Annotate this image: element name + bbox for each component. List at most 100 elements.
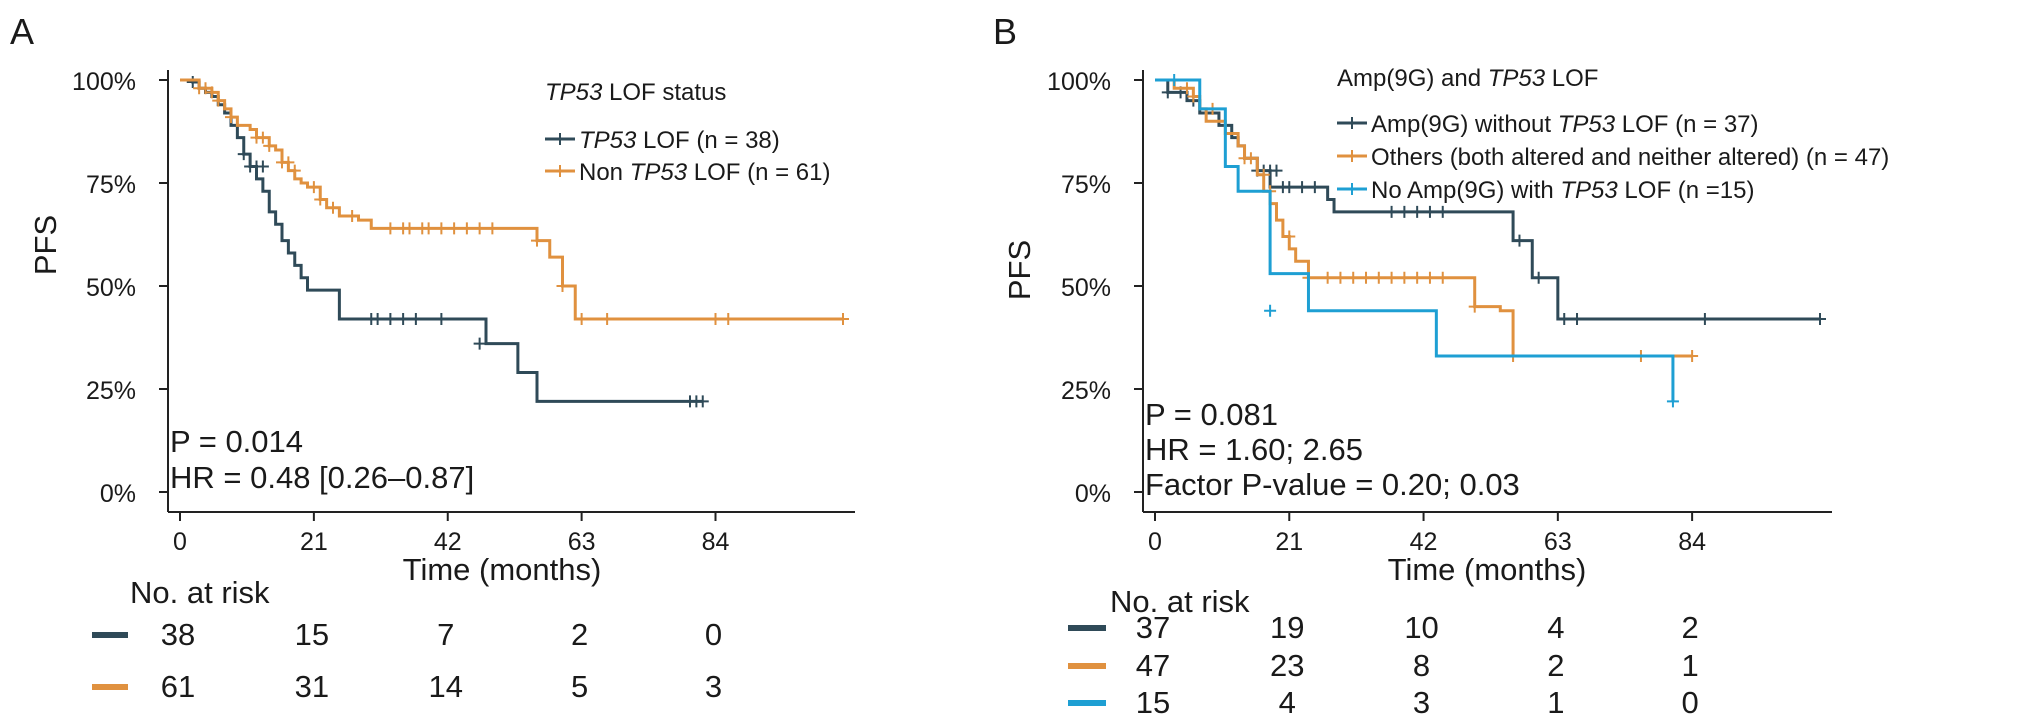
censor-mark xyxy=(409,312,422,325)
risk-table-title: No. at risk xyxy=(130,575,270,610)
censor-mark xyxy=(256,131,269,144)
panel-b: B PFS Time (months) 0%25%50%75%100%0 21 42… xyxy=(993,11,1889,720)
hr-annotation: HR = 0.48 [0.26–0.87] xyxy=(170,460,474,495)
y-tick-label: 100% xyxy=(1047,68,1111,96)
censor-mark xyxy=(1398,205,1411,218)
risk-count: 3 xyxy=(1413,685,1430,720)
risk-count: 15 xyxy=(1136,685,1170,720)
censor-mark xyxy=(1558,312,1571,325)
censor-mark xyxy=(722,312,735,325)
censor-mark xyxy=(696,395,709,408)
risk-count: 4 xyxy=(1279,685,1296,720)
axes: 0% 25% 50% 75% 100% 0 21 42 63 84 xyxy=(72,68,855,556)
censor-mark xyxy=(435,312,448,325)
x-tick-label: 42 xyxy=(1410,528,1438,556)
y-tick-label: 75% xyxy=(86,171,136,199)
y-tick-label: 75% xyxy=(1061,171,1111,199)
risk-count: 31 xyxy=(295,669,329,704)
censor-mark xyxy=(460,222,473,235)
x-axis-label: Time (months) xyxy=(1388,552,1587,587)
censor-mark xyxy=(212,94,225,107)
axes: 0% 25% 50% 75% 100% 0 21 42 63 84 xyxy=(1047,68,1832,556)
risk-count: 61 xyxy=(161,669,195,704)
censor-mark xyxy=(1168,74,1181,86)
censor-mark xyxy=(205,86,218,99)
legend-entry-label: Others (both altered and neither altered… xyxy=(1371,144,1889,171)
censor-mark xyxy=(1385,271,1398,284)
x-tick-label: 0 xyxy=(173,528,187,556)
censor-mark xyxy=(1283,230,1296,243)
censor-mark xyxy=(384,312,397,325)
censor-mark xyxy=(1360,271,1373,284)
legend-title: TP53 LOF status xyxy=(545,79,726,106)
legend: TP53 LOF status TP53 LOF (n = 38) Non TP53… xyxy=(545,79,830,186)
risk-count: 7 xyxy=(437,617,454,652)
risk-count: 8 xyxy=(1413,648,1430,683)
censor-mark xyxy=(1436,205,1449,218)
y-tick-label: 25% xyxy=(1061,377,1111,405)
survival-curve-series-2 xyxy=(180,78,843,321)
legend-title: Amp(9G) and TP53 LOF xyxy=(1337,65,1598,92)
censor-mark xyxy=(256,160,269,173)
y-tick-label: 0% xyxy=(1075,480,1111,508)
censor-mark xyxy=(448,222,461,235)
x-tick-label: 84 xyxy=(702,528,730,556)
censor-mark xyxy=(1666,395,1679,408)
x-tick-label: 63 xyxy=(1544,528,1572,556)
censor-mark xyxy=(1686,350,1699,363)
panel-label: A xyxy=(10,11,34,52)
x-tick-label: 42 xyxy=(434,528,462,556)
censor-mark xyxy=(186,76,199,89)
censor-mark xyxy=(225,111,237,124)
censor-mark xyxy=(288,164,301,177)
x-tick-label: 63 xyxy=(568,528,596,556)
censor-mark xyxy=(1347,271,1360,284)
censor-mark xyxy=(263,139,276,152)
y-axis-label: PFS xyxy=(1002,240,1037,300)
censor-mark xyxy=(307,181,320,194)
censor-mark xyxy=(1321,271,1334,284)
censor-mark xyxy=(397,312,410,325)
risk-count: 5 xyxy=(571,669,588,704)
p-value-annotation: P = 0.014 xyxy=(170,424,303,459)
censor-mark xyxy=(1423,271,1436,284)
legend: Amp(9G) and TP53 LOF Amp(9G) without TP53… xyxy=(1337,65,1889,204)
risk-count: 2 xyxy=(1547,648,1564,683)
factor-p-annotation: Factor P-value = 0.20; 0.03 xyxy=(1145,467,1520,502)
risk-count: 2 xyxy=(1681,610,1698,645)
censor-mark xyxy=(1244,152,1257,165)
legend-entry-label: Non TP53 LOF (n = 61) xyxy=(579,159,830,186)
censor-mark xyxy=(1571,312,1584,325)
censor-mark xyxy=(435,222,448,235)
survival-curves xyxy=(1155,74,1826,408)
censor-mark xyxy=(1385,205,1398,218)
risk-count: 0 xyxy=(1681,685,1698,720)
censor-mark xyxy=(346,209,359,222)
x-tick-label: 21 xyxy=(1275,528,1303,556)
risk-count: 14 xyxy=(429,669,463,704)
censor-mark xyxy=(473,222,486,235)
censor-mark xyxy=(1180,82,1193,95)
censor-mark xyxy=(1411,271,1424,284)
censor-mark xyxy=(1264,304,1277,317)
censor-mark xyxy=(556,280,569,292)
censor-mark xyxy=(1257,168,1270,181)
censor-mark xyxy=(837,312,849,325)
p-value-annotation: P = 0.081 xyxy=(1145,397,1278,432)
y-tick-label: 25% xyxy=(86,377,136,405)
risk-count: 10 xyxy=(1404,610,1438,645)
censor-mark xyxy=(237,148,250,161)
risk-count: 37 xyxy=(1136,610,1170,645)
censor-mark xyxy=(486,222,499,235)
panel-a: A PFS Time (months) 0%25%50%75%100%0 21 42… xyxy=(10,11,855,704)
risk-count: 23 xyxy=(1270,648,1304,683)
risk-count: 2 xyxy=(571,617,588,652)
legend-entry-label: No Amp(9G) with TP53 LOF (n =15) xyxy=(1371,177,1755,204)
risk-count: 1 xyxy=(1681,648,1698,683)
censor-mark xyxy=(709,312,722,325)
censor-mark xyxy=(1161,86,1174,99)
y-tick-label: 100% xyxy=(72,68,136,96)
risk-count: 19 xyxy=(1270,610,1304,645)
censor-mark xyxy=(601,312,614,325)
